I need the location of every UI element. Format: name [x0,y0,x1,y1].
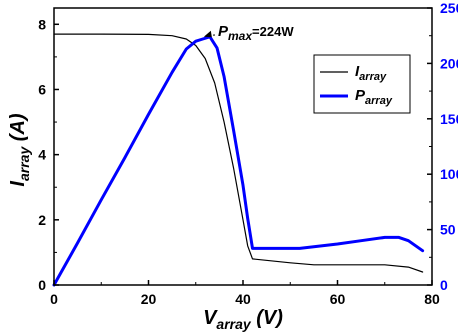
y-right-tick-label: 200 [440,55,458,71]
y-left-tick-label: 6 [38,81,46,97]
legend: Iarray Parray [313,54,411,114]
annotation-pmax: Pmax=224W [218,23,294,43]
x-axis-title: Varray (V) [203,307,283,332]
legend-entry-p: Parray [355,87,393,107]
annotation: Pmax=224W [203,23,294,43]
y-left-tick-label: 0 [38,277,46,293]
ticks-layer: 02468050100150200250020406080 [38,0,458,307]
annotation-arrow-head [203,30,212,38]
series-line-p-array [52,35,425,287]
x-tick-label: 80 [424,291,440,307]
series-line-i-array [53,33,424,273]
y-axis-title: Iarray (A) [7,113,32,186]
y-right-tick-label: 50 [440,222,456,238]
legend-entry-i: Iarray [355,63,387,83]
series-layer [52,33,425,287]
labels-layer: Varray (V) Iarray (A) [7,113,283,332]
x-tick-label: 20 [141,291,157,307]
plot-frame [53,7,433,286]
legend-box [313,54,411,114]
y-right-tick-label: 100 [440,166,458,182]
y-right-tick-label: 0 [440,277,448,293]
x-tick-label: 0 [50,291,58,307]
x-tick-label: 60 [330,291,346,307]
y-left-tick-label: 2 [38,212,46,228]
x-tick-label: 40 [235,291,251,307]
y-right-tick-label: 150 [440,111,458,127]
y-left-tick-label: 4 [38,147,46,163]
y-left-tick-label: 8 [38,16,46,32]
y-right-tick-label: 250 [440,0,458,16]
